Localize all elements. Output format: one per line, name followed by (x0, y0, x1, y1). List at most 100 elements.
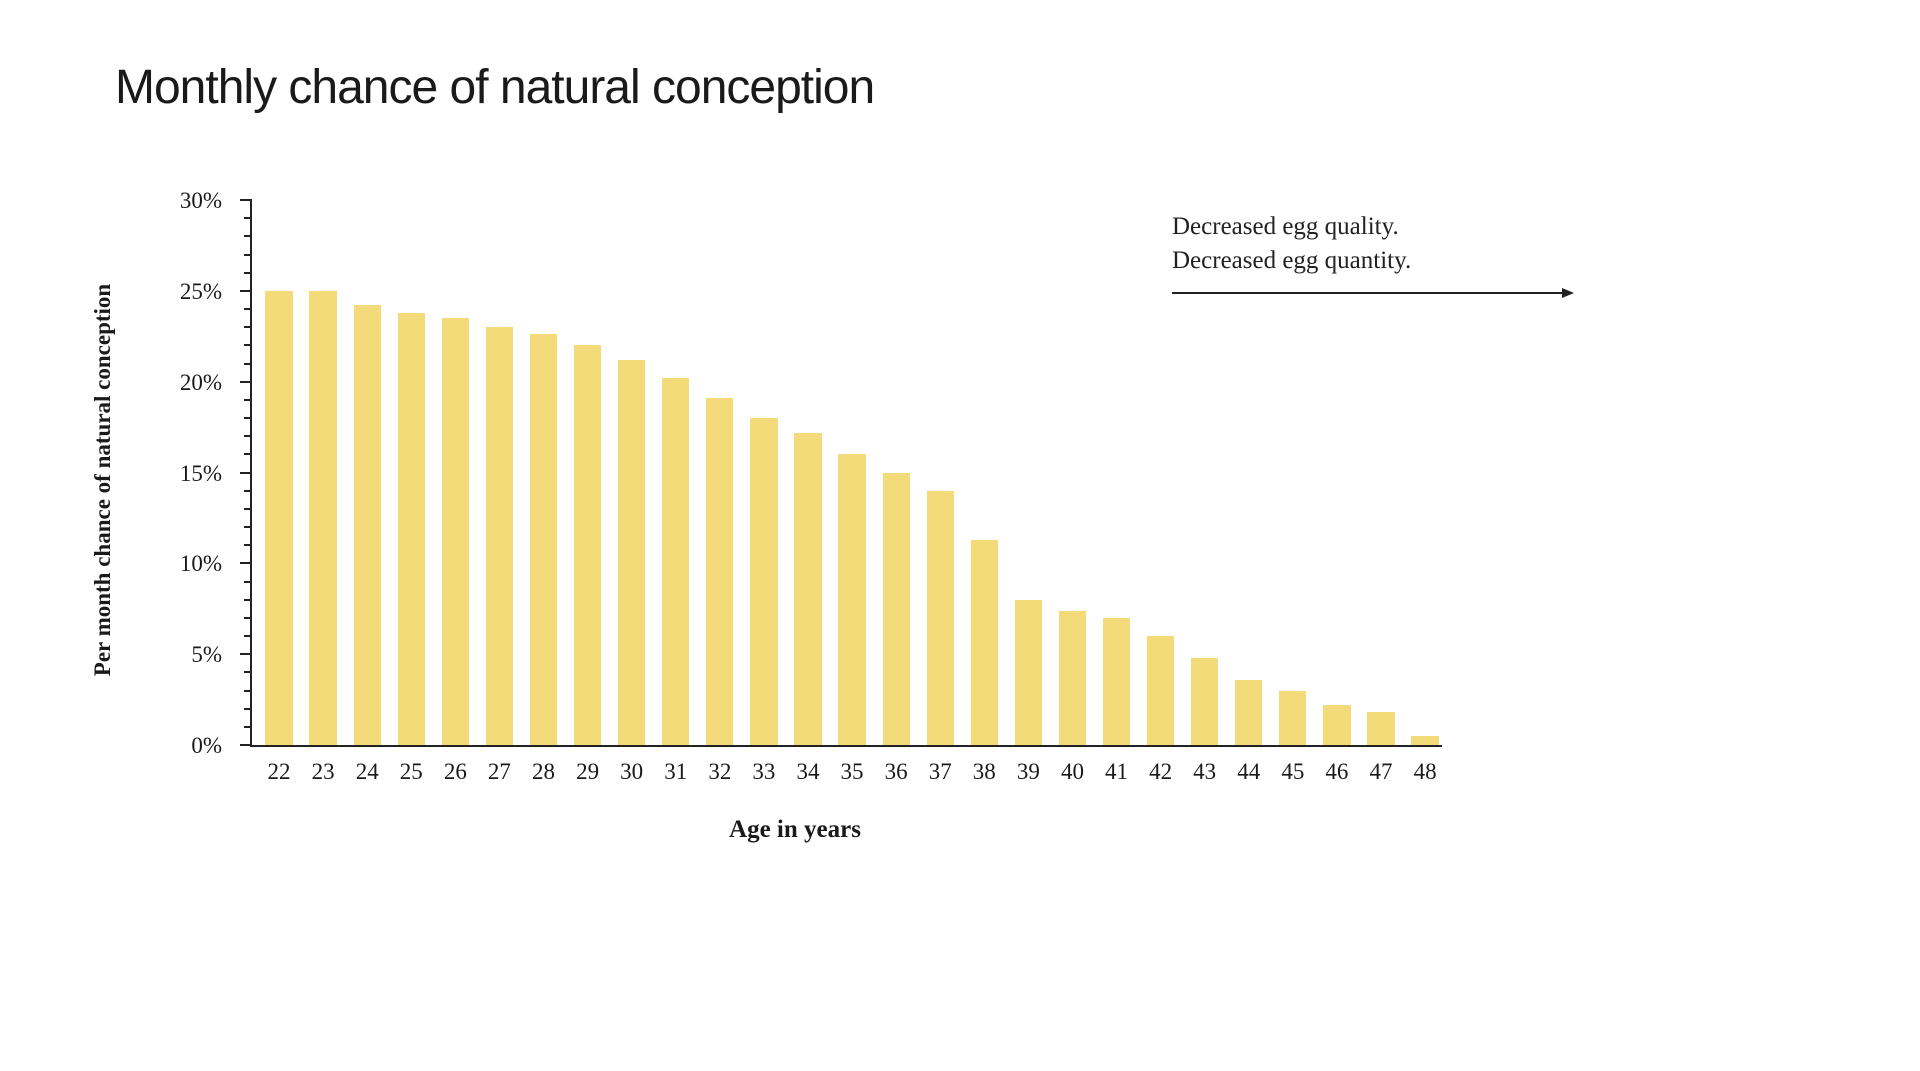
x-tick-label: 37 (929, 759, 952, 785)
bar-slot: 38 (967, 540, 1001, 745)
x-tick-label: 34 (796, 759, 819, 785)
bar (1323, 705, 1350, 745)
x-tick-label: 24 (356, 759, 379, 785)
x-tick-label: 31 (664, 759, 687, 785)
x-tick-label: 40 (1061, 759, 1084, 785)
x-tick-label: 27 (488, 759, 511, 785)
y-tick-label: 10% (180, 551, 222, 577)
bar-slot: 25 (394, 313, 428, 745)
bar (1411, 736, 1438, 745)
x-tick-label: 41 (1105, 759, 1128, 785)
y-tick: 5% (240, 653, 252, 655)
y-tick-minor (244, 453, 252, 455)
bar-slot: 39 (1011, 600, 1045, 745)
bar-slot: 30 (615, 360, 649, 745)
bar (1367, 712, 1394, 745)
bar (618, 360, 645, 745)
bar (662, 378, 689, 745)
bar-slot: 44 (1232, 680, 1266, 745)
y-tick-label: 15% (180, 461, 222, 487)
y-tick-minor (244, 544, 252, 546)
bar-slot: 29 (571, 345, 605, 745)
bar-slot: 47 (1364, 712, 1398, 745)
x-tick-label: 42 (1149, 759, 1172, 785)
bar (354, 305, 381, 745)
y-tick-minor (244, 326, 252, 328)
bar (398, 313, 425, 745)
y-tick-minor (244, 617, 252, 619)
x-tick-label: 33 (752, 759, 775, 785)
y-tick-minor (244, 344, 252, 346)
x-tick-label: 29 (576, 759, 599, 785)
y-tick-label: 30% (180, 188, 222, 214)
bar-slot: 22 (262, 291, 296, 745)
bar (750, 418, 777, 745)
bar (1015, 600, 1042, 745)
bar (1235, 680, 1262, 745)
x-tick-label: 44 (1237, 759, 1260, 785)
x-tick-label: 43 (1193, 759, 1216, 785)
x-tick-label: 25 (400, 759, 423, 785)
bar (1191, 658, 1218, 745)
bar-slot: 33 (747, 418, 781, 745)
x-tick-label: 47 (1369, 759, 1392, 785)
bar (838, 454, 865, 745)
chart-title: Monthly chance of natural conception (115, 60, 1920, 115)
bar (883, 473, 910, 746)
y-tick-label: 0% (191, 733, 222, 759)
bar-slot: 41 (1099, 618, 1133, 745)
bar (530, 334, 557, 745)
bar (971, 540, 998, 745)
y-tick-minor (244, 726, 252, 728)
y-tick-minor (244, 217, 252, 219)
bar-slot: 23 (306, 291, 340, 745)
bar-slot: 48 (1408, 736, 1442, 745)
x-tick-label: 30 (620, 759, 643, 785)
y-tick-minor (244, 254, 252, 256)
y-axis-label-text: Per month chance of natural conception (90, 284, 116, 676)
x-axis-label: Age in years (130, 816, 1460, 844)
bar-slot: 27 (482, 327, 516, 745)
bar (1147, 636, 1174, 745)
y-tick: 15% (240, 472, 252, 474)
bar (486, 327, 513, 745)
y-tick-minor (244, 508, 252, 510)
y-tick-minor (244, 581, 252, 583)
bar (574, 345, 601, 745)
y-tick: 25% (240, 290, 252, 292)
x-tick-label: 22 (268, 759, 291, 785)
y-tick-minor (244, 490, 252, 492)
bar-slot: 26 (438, 318, 472, 745)
bar-slot: 31 (659, 378, 693, 745)
bar-slot: 43 (1188, 658, 1222, 745)
bar-slot: 42 (1144, 636, 1178, 745)
y-tick-label: 25% (180, 279, 222, 305)
y-tick-minor (244, 308, 252, 310)
x-tick-label: 32 (708, 759, 731, 785)
y-tick: 10% (240, 562, 252, 564)
bar (794, 433, 821, 745)
y-tick-minor (244, 690, 252, 692)
bar-slot: 40 (1055, 611, 1089, 745)
bar-slot: 28 (526, 334, 560, 745)
x-tick-label: 23 (312, 759, 335, 785)
y-tick-minor (244, 635, 252, 637)
y-tick-minor (244, 599, 252, 601)
y-tick: 30% (240, 199, 252, 201)
bar (1059, 611, 1086, 745)
y-tick-minor (244, 363, 252, 365)
y-tick-minor (244, 399, 252, 401)
x-tick-label: 45 (1281, 759, 1304, 785)
y-tick-minor (244, 708, 252, 710)
bar-slot: 35 (835, 454, 869, 745)
y-tick-minor (244, 417, 252, 419)
y-tick: 20% (240, 381, 252, 383)
bar-slot: 32 (703, 398, 737, 745)
y-tick-minor (244, 272, 252, 274)
bars-container: 2223242526272829303132333435363738394041… (262, 200, 1442, 745)
bar (442, 318, 469, 745)
bar (1279, 691, 1306, 746)
bar-slot: 34 (791, 433, 825, 745)
bar-slot: 37 (923, 491, 957, 745)
chart: Per month chance of natural conception D… (130, 200, 1460, 900)
